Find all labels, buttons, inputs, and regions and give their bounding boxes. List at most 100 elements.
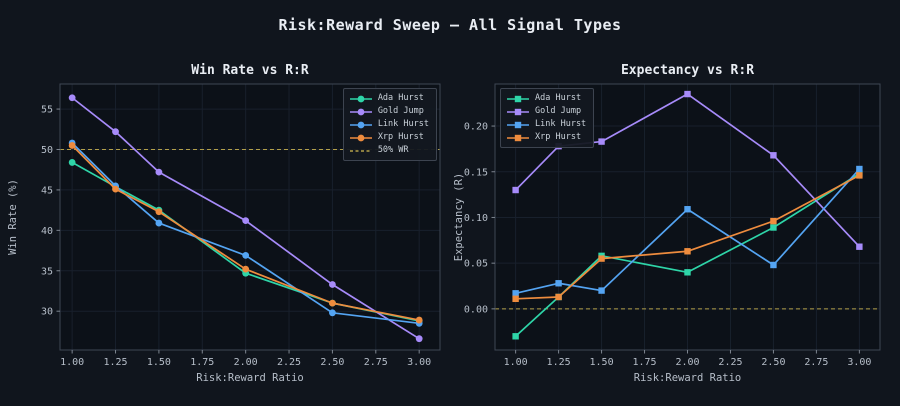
legend-item: Gold Jump [506,106,586,117]
svg-text:1.25: 1.25 [547,357,571,368]
legend-label: Link Hurst [377,119,429,129]
legend-label: Xrp Hurst [377,132,424,142]
y-axis-label: Expectancy (R) [453,173,465,262]
svg-text:3.00: 3.00 [407,357,431,368]
svg-text:30: 30 [41,307,53,318]
legend-label: Ada Hurst [377,93,424,103]
data-point [684,269,691,276]
data-point [357,134,365,141]
svg-text:2.00: 2.00 [675,357,699,368]
data-point [770,224,777,231]
legend-label: 50% WR [377,145,409,155]
data-point [415,316,423,324]
svg-text:0.15: 0.15 [464,167,488,178]
data-point [112,128,119,136]
series-swatch-icon [349,108,372,115]
series-xrp-hurst [512,172,863,303]
series-link-hurst [512,165,863,297]
data-point [514,121,522,128]
data-point [856,165,863,173]
data-point [684,248,691,255]
data-point [329,281,336,288]
data-point [329,299,336,307]
data-point [155,219,163,227]
chart-expectancy: Expectancy vs R:R 1.00 1.25 1.50 1.75 2.00 2.… [450,60,900,406]
series-gold-jump [68,94,423,343]
data-point [512,333,519,340]
data-point [598,138,605,145]
series-swatch-icon [507,95,529,102]
data-point [770,261,777,269]
expectancy-legend: Ada Hurst Gold Jump Link Hurst Xrp Hurst [500,88,595,148]
svg-text:2.50: 2.50 [761,357,785,368]
legend-item: Gold Jump [349,106,429,117]
svg-text:1.50: 1.50 [147,357,171,368]
data-point [684,90,691,98]
data-point [770,152,777,159]
data-point [112,185,119,193]
legend-item: Xrp Hurst [349,132,429,143]
legend-label: Gold Jump [377,106,424,116]
data-point [357,95,365,102]
svg-text:45: 45 [41,185,53,196]
legend-label: Ada Hurst [535,93,582,103]
data-point [512,186,519,194]
legend-item: Link Hurst [506,119,586,130]
svg-text:3.00: 3.00 [847,357,871,368]
svg-text:1.25: 1.25 [103,357,127,368]
svg-text:2.25: 2.25 [277,357,301,368]
data-point [329,309,336,317]
data-point [357,121,365,128]
series-swatch-icon [507,121,529,128]
figure-title: Risk:Reward Sweep — All Signal Types [278,16,622,34]
axes-border [59,83,441,351]
data-point [155,208,163,216]
svg-text:55: 55 [41,105,53,116]
svg-text:1.75: 1.75 [632,357,656,368]
svg-text:40: 40 [41,226,53,237]
series-swatch-icon [507,108,529,115]
svg-text:0.20: 0.20 [464,122,488,133]
y-axis-ticks: 30 35 40 45 50 55 [41,105,60,318]
series-swatch-icon [349,134,372,141]
legend-label: Xrp Hurst [535,132,582,142]
svg-text:35: 35 [41,266,53,277]
x-axis-ticks: 1.00 1.25 1.50 1.75 2.00 2.25 2.50 2.75 3.00 [504,350,871,368]
x-axis-label: Risk:Reward Ratio [634,372,741,384]
data-point [770,217,777,225]
svg-text:50: 50 [41,145,53,156]
data-point [242,265,250,273]
chart-win-rate: Win Rate vs R:R 1.00 1.25 1.50 1.75 2.00 2.25… [0,60,450,406]
data-point [512,295,519,303]
svg-text:0.10: 0.10 [464,213,488,224]
data-point [357,108,365,115]
y-axis-label: Win Rate (%) [7,179,19,255]
svg-text:2.75: 2.75 [364,357,388,368]
legend-item: 50% WR [349,145,429,156]
data-point [68,142,76,149]
x-axis-ticks: 1.00 1.25 1.50 1.75 2.00 2.25 2.50 2.75 3.00 [60,350,431,368]
legend-item: Xrp Hurst [506,132,586,143]
legend-item: Link Hurst [349,119,429,130]
data-point [856,172,863,179]
data-point [514,134,522,141]
win-rate-legend: Ada Hurst Gold Jump Link Hurst Xrp Hurst 50%… [342,88,437,161]
svg-text:1.75: 1.75 [190,357,214,368]
data-point [684,206,691,213]
data-point [512,290,519,297]
data-point [856,243,863,250]
data-point [514,108,522,115]
chart-win-rate-title: Win Rate vs R:R [191,63,309,78]
data-point [68,94,76,102]
svg-text:1.00: 1.00 [60,357,84,368]
svg-text:0.05: 0.05 [464,259,488,270]
data-point [155,168,163,176]
legend-item: Ada Hurst [506,93,586,104]
data-point [514,95,522,102]
y-axis-ticks: 0.00 0.05 0.10 0.15 0.20 [464,122,495,315]
x-axis-label: Risk:Reward Ratio [196,372,303,384]
data-point [68,159,76,166]
svg-text:1.50: 1.50 [590,357,614,368]
svg-text:2.50: 2.50 [320,357,344,368]
